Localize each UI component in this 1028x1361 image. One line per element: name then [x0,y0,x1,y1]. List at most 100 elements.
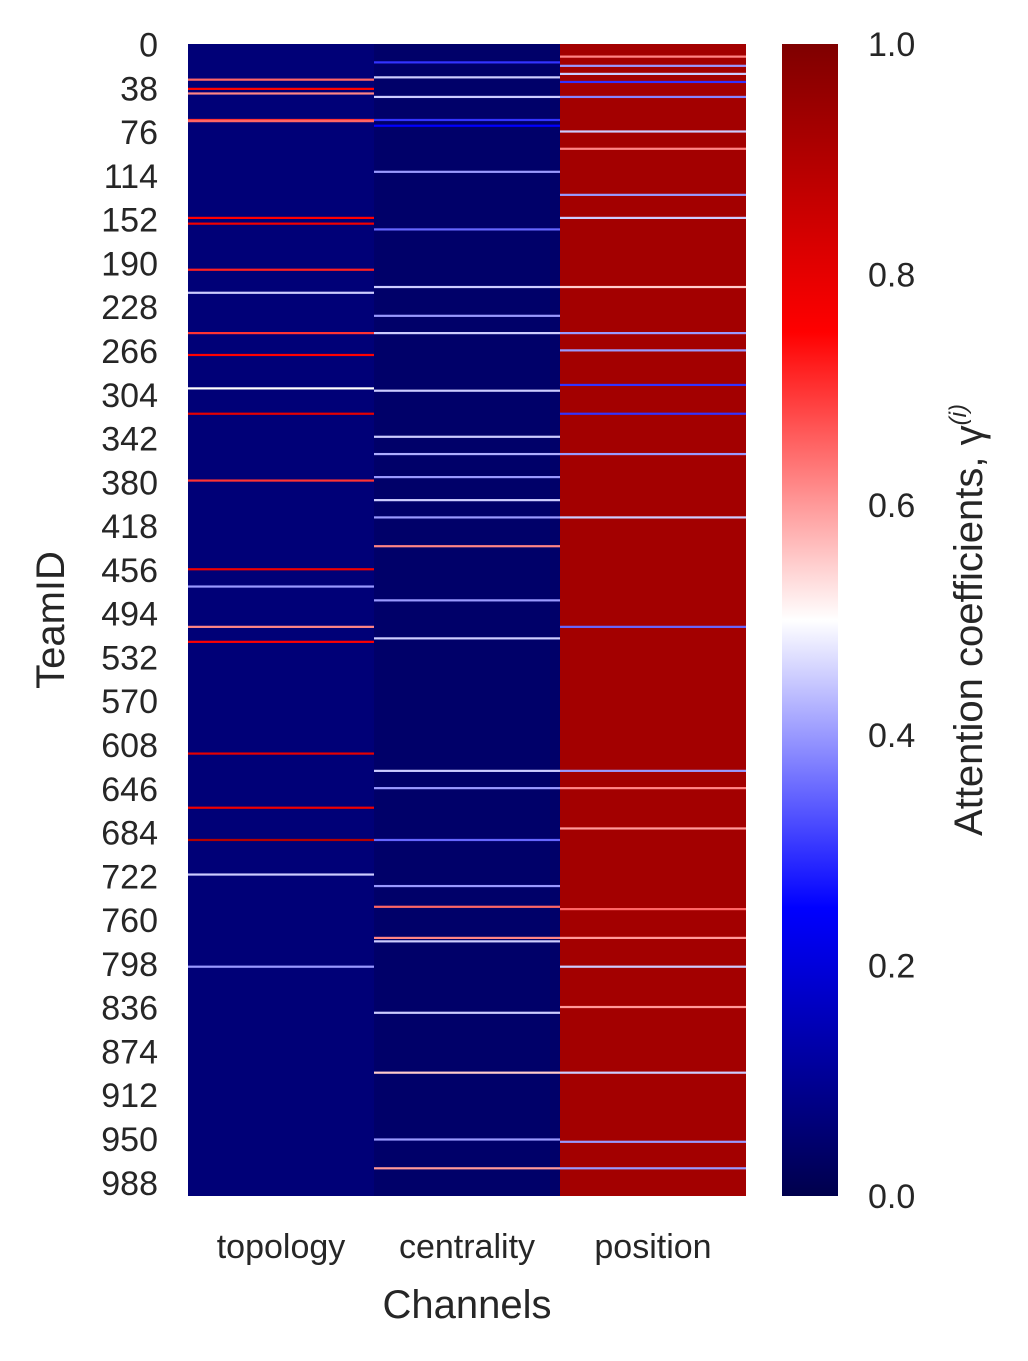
y-tick-label: 836 [101,990,158,1028]
heatmap-cell [374,884,560,888]
heatmap-cell [374,435,560,438]
heatmap-cell [188,332,374,335]
y-tick-label: 912 [101,1077,158,1115]
heatmap-cell [560,516,746,519]
heatmap-cell [560,193,746,196]
colorbar [782,44,838,1196]
heatmap-cell [374,1138,560,1141]
y-tick-label: 380 [101,464,158,502]
heatmap-cell [374,389,560,392]
heatmap-column-topology [188,44,374,1196]
heatmap-cell [374,940,560,943]
heatmap-cell [560,412,746,415]
heatmap-cell [374,1011,560,1014]
y-tick-label: 494 [101,596,158,634]
y-tick-label: 114 [104,158,158,196]
heatmap-column-position [560,44,746,1196]
y-tick-label: 190 [101,245,158,283]
y-tick-labels: 0 38 76 114 152 190 228 266 304 342 380 418 456 494 53… [101,27,158,1203]
heatmap-cell [560,908,746,911]
y-tick-label: 228 [101,289,158,327]
heatmap-cell [560,1005,746,1009]
x-tick-label: topology [217,1228,346,1266]
heatmap-cell [188,585,374,588]
y-tick-label: 342 [101,421,158,459]
y-tick-label: 304 [101,377,158,415]
y-tick-label: 760 [101,902,158,940]
heatmap-cell [188,216,374,219]
y-tick-label: 988 [101,1165,158,1203]
heatmap-cell [188,268,374,271]
y-tick-label: 38 [120,70,158,108]
heatmap-cell [560,383,746,387]
heatmap-cell [560,1140,746,1143]
heatmap-cell [374,314,560,317]
heatmap-cell [188,640,374,643]
heatmap-cell [560,130,746,133]
heatmap-cell [374,285,560,289]
heatmap-cell [374,499,560,502]
heatmap-cell [188,387,374,390]
y-tick-label: 684 [101,815,158,853]
heatmap-cell [560,965,746,968]
heatmap-cell [374,769,560,772]
heatmap-cell [188,873,374,876]
heatmap-cell [374,1167,560,1170]
heatmap-cells [188,44,746,1196]
y-tick-label: 0 [139,27,158,65]
colorbar-tick-label: 0.0 [868,1178,915,1216]
heatmap-cell [560,285,746,289]
y-tick-label: 798 [101,946,158,984]
heatmap-cell [374,476,560,479]
heatmap-cell [374,787,560,790]
heatmap-cell [374,905,560,908]
y-tick-label: 266 [101,333,158,371]
heatmap-cell [374,516,560,519]
heatmap-cell [188,120,374,123]
colorbar-tick-label: 0.4 [868,717,915,755]
heatmap-cell [560,452,746,456]
heatmap-cell [188,806,374,809]
heatmap-cell [374,76,560,79]
heatmap-cell [560,1071,746,1074]
y-tick-label: 608 [101,727,158,765]
colorbar-tick-label: 0.2 [868,948,915,986]
heatmap-cell [188,568,374,571]
y-axis-label: TeamID [29,551,73,689]
x-tick-labels: topology centrality position [217,1228,712,1266]
heatmap-cell [188,222,374,225]
heatmap-cell [560,55,746,58]
heatmap-cell [188,752,374,755]
heatmap-cell [560,625,746,628]
heatmap-cell [374,637,560,640]
y-tick-label: 950 [101,1121,158,1159]
heatmap-cell [374,95,560,99]
heatmap-cell [560,827,746,830]
heatmap-cell [188,412,374,415]
heatmap-cell [560,95,746,99]
heatmap-cell [374,61,560,64]
heatmap-cell [374,228,560,231]
heatmap-cell [188,479,374,482]
heatmap-cell [560,349,746,352]
y-tick-label: 570 [101,683,158,721]
heatmap-cell [560,64,746,67]
heatmap-cell [188,118,374,122]
x-axis-label: Channels [382,1283,551,1327]
colorbar-tick-labels: 0.0 0.2 0.4 0.6 0.8 1.0 [868,26,915,1216]
heatmap-cell [374,599,560,602]
x-tick-label: position [594,1228,711,1266]
colorbar-tick-label: 0.6 [868,487,915,525]
y-tick-label: 874 [101,1033,158,1071]
colorbar-label-text: Attention coefficients, γ [947,425,991,836]
colorbar-label-superscript: (i) [945,404,972,425]
heatmap-cell [188,838,374,842]
heatmap-cell [374,124,560,127]
heatmap-cell [374,838,560,842]
heatmap-cell [374,452,560,456]
heatmap-cell [560,216,746,219]
heatmap-cell [560,80,746,84]
heatmap-cell [188,78,374,81]
